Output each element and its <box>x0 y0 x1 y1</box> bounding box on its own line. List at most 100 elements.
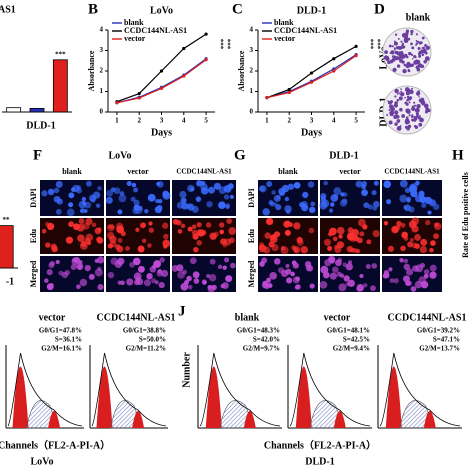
cell <box>195 196 202 202</box>
x-axis-label: Days <box>151 127 172 138</box>
colony <box>415 33 418 36</box>
colony <box>411 114 414 117</box>
cell <box>48 262 55 269</box>
flow-stat: S=42.5% <box>343 336 370 344</box>
cell <box>97 284 104 291</box>
cell <box>320 197 327 205</box>
cell <box>410 188 415 193</box>
panel-label: C <box>232 1 243 17</box>
colony <box>394 33 398 36</box>
cell <box>187 203 195 211</box>
colony <box>400 92 405 97</box>
cell <box>184 279 189 285</box>
y-tick-label: 2 <box>250 67 254 75</box>
cell <box>91 222 97 228</box>
envelope <box>199 352 281 427</box>
cell <box>262 208 270 216</box>
cell <box>187 226 193 232</box>
x-tick-label: 1 <box>115 117 119 125</box>
cell <box>403 275 410 283</box>
cell <box>405 268 414 276</box>
panel-label: B <box>88 1 98 17</box>
colony <box>393 103 399 108</box>
colony <box>396 119 401 123</box>
cell <box>144 208 149 214</box>
x-tick-label: 5 <box>204 117 208 125</box>
cell <box>154 206 162 214</box>
colony <box>398 92 401 95</box>
cell <box>400 222 406 228</box>
colony <box>421 119 424 123</box>
cell <box>359 273 364 279</box>
cell <box>64 269 71 276</box>
envelope <box>379 352 461 427</box>
cell <box>41 228 47 234</box>
y-axis-label: Absorbance <box>237 50 246 91</box>
flow-stat: G0/G1=47.8% <box>39 327 82 335</box>
x-tick-label: 2 <box>137 117 141 125</box>
x-tick-label: 4 <box>182 117 186 125</box>
x-axis-label: Days <box>301 127 322 138</box>
colony <box>396 64 401 68</box>
colony <box>400 109 403 112</box>
cell <box>187 284 193 290</box>
cell <box>407 241 413 248</box>
cell <box>84 264 91 272</box>
cell <box>329 272 337 280</box>
cell <box>293 246 301 254</box>
cell <box>191 229 199 236</box>
significance: *** <box>373 39 381 50</box>
cell <box>367 204 373 210</box>
cell <box>76 185 81 190</box>
panel-label: H <box>452 147 464 163</box>
cell <box>192 224 197 229</box>
colony <box>401 60 405 64</box>
cell <box>58 270 64 276</box>
cell <box>51 245 58 253</box>
cell <box>383 220 389 226</box>
cell <box>357 218 366 227</box>
cell <box>430 271 437 278</box>
cell <box>53 195 61 203</box>
cell <box>53 187 60 194</box>
colony <box>394 49 396 51</box>
cell <box>419 192 425 197</box>
colony <box>386 114 389 117</box>
cell <box>263 246 271 254</box>
colony <box>420 50 424 54</box>
colony <box>404 96 406 99</box>
cell <box>293 181 301 189</box>
cell <box>147 243 152 248</box>
cell <box>97 186 102 191</box>
cell <box>135 227 140 232</box>
cell <box>196 239 202 246</box>
cell <box>47 188 55 196</box>
colony <box>411 46 415 50</box>
cell <box>285 263 290 268</box>
cell <box>323 238 331 246</box>
cell <box>107 271 115 279</box>
cell <box>292 276 300 284</box>
significance: *** <box>223 39 231 50</box>
cell <box>408 206 415 213</box>
cell <box>219 229 225 235</box>
colony <box>416 103 421 109</box>
cell <box>425 219 431 226</box>
cell <box>271 190 276 195</box>
cell <box>372 229 380 238</box>
cell <box>420 238 428 246</box>
cell <box>46 283 54 291</box>
flow-stat: G0/G1=48.1% <box>327 327 370 335</box>
cell <box>208 274 217 282</box>
cell <box>284 196 290 202</box>
cell <box>87 240 92 246</box>
cell <box>310 201 316 207</box>
cell <box>177 229 183 234</box>
cell <box>179 190 187 199</box>
cell <box>339 273 345 278</box>
bar <box>0 225 14 269</box>
legend-label: blank <box>274 18 294 27</box>
cell <box>118 194 127 203</box>
cell <box>361 184 367 190</box>
cell <box>415 264 424 273</box>
